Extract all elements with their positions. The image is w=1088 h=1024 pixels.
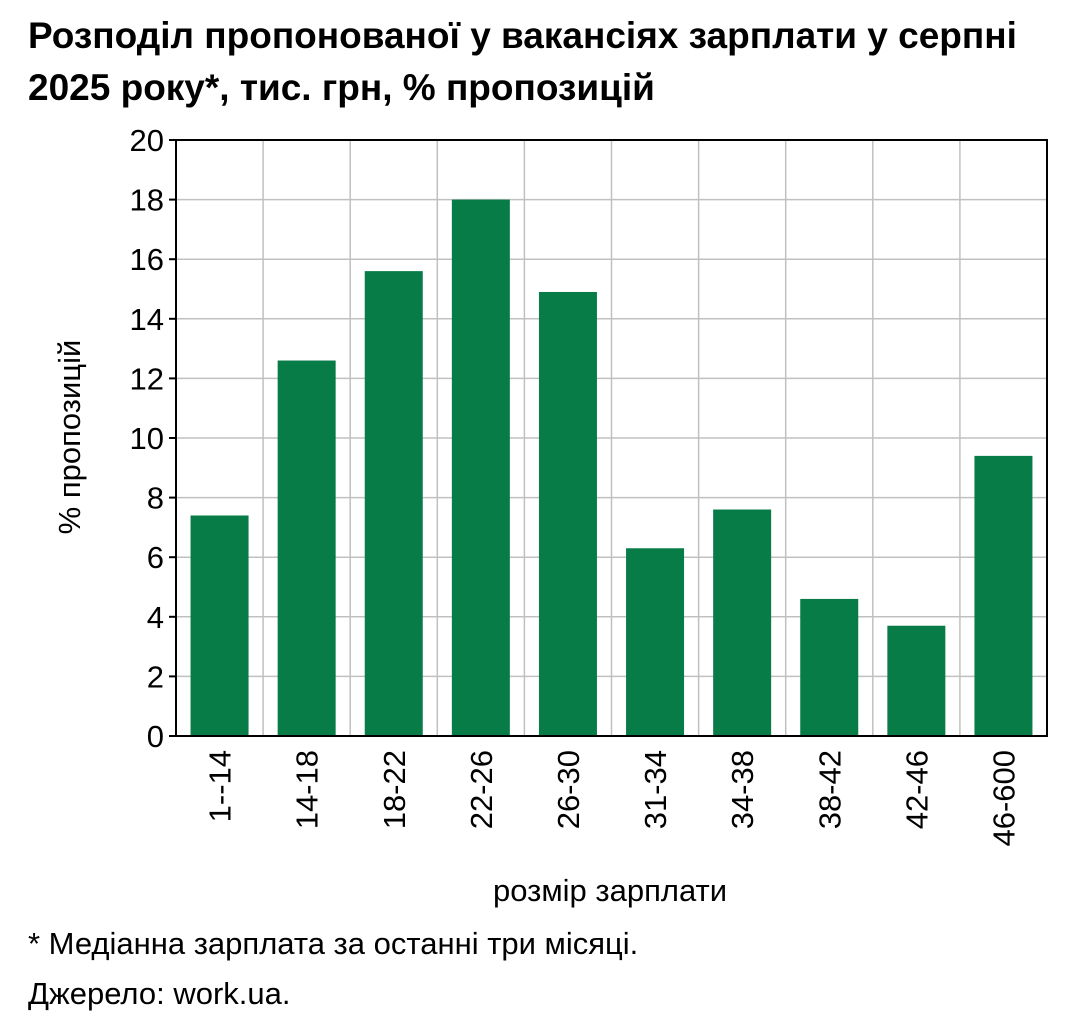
y-tick-label: 10 — [130, 421, 164, 456]
x-tick-label: 14-18 — [290, 750, 325, 829]
y-tick-label: 18 — [130, 183, 164, 218]
y-tick-label: 8 — [147, 481, 164, 516]
y-tick-label: 0 — [147, 719, 164, 754]
bar — [887, 625, 946, 736]
x-tick-label: 18-22 — [377, 750, 412, 829]
chart-title: Розподіл пропонованої у вакансіях зарпла… — [28, 15, 1017, 108]
y-tick-label: 4 — [147, 600, 164, 635]
y-tick-label: 14 — [130, 302, 164, 337]
y-tick-label: 20 — [130, 123, 164, 158]
x-tick-label: 46-600 — [986, 750, 1021, 847]
y-axis-label: % пропозицій — [52, 340, 87, 535]
bar — [538, 291, 597, 736]
y-tick-label: 2 — [147, 659, 164, 694]
x-tick-labels: 1--14 14-18 18-22 22-26 26-30 31-34 34-38 38-42… — [203, 750, 1022, 847]
x-tick-label: 1--14 — [203, 750, 238, 822]
x-tick-label: 42-46 — [899, 750, 934, 829]
x-tick-label: 22-26 — [464, 750, 499, 829]
y-tick-label: 12 — [130, 361, 164, 396]
x-tick-label: 31-34 — [638, 750, 673, 829]
source-note: Джерело: work.ua. — [28, 976, 291, 1011]
bar — [277, 360, 336, 736]
axes — [169, 139, 1048, 737]
x-tick-label: 38-42 — [812, 750, 847, 829]
bar — [451, 199, 510, 737]
bars — [190, 199, 1033, 737]
bar — [364, 271, 423, 736]
bar — [800, 598, 859, 736]
bar — [626, 548, 685, 736]
y-tick-labels: 0 2 4 6 8 10 12 14 16 18 20 — [130, 123, 164, 754]
bar — [190, 515, 249, 736]
bar-chart: 0 2 4 6 8 10 12 14 16 18 20 1--14 14-18 18-22 22-26 26… — [52, 123, 1048, 908]
bar — [713, 509, 772, 736]
y-tick-label: 6 — [147, 540, 164, 575]
bar — [974, 455, 1033, 736]
x-tick-label: 26-30 — [551, 750, 586, 829]
y-tick-label: 16 — [130, 242, 164, 277]
x-axis-label: розмір зарплати — [493, 873, 727, 908]
footnote: * Медіанна зарплата за останні три місяц… — [28, 926, 639, 961]
x-tick-label: 34-38 — [725, 750, 760, 829]
